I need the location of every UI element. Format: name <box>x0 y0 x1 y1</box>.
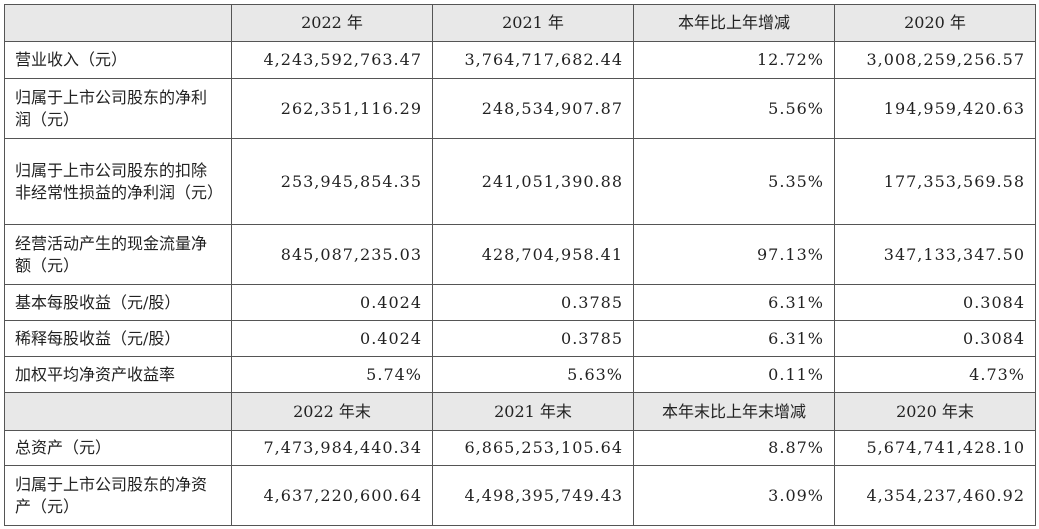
table-header-row: 2022 年末 2021 年末 本年末比上年末增减 2020 年末 <box>4 392 1036 431</box>
table-row: 归属于上市公司股东的扣除非经常性损益的净利润（元） 253,945,854.35… <box>4 138 1036 225</box>
header-cell: 2022 年 <box>231 4 433 42</box>
value-cell: 248,534,907.87 <box>432 78 634 139</box>
table-row: 基本每股收益（元/股） 0.4024 0.3785 6.31% 0.3084 <box>4 284 1036 321</box>
value-cell: 241,051,390.88 <box>432 138 634 225</box>
row-label: 营业收入（元） <box>4 41 232 79</box>
value-cell: 5,674,741,428.10 <box>834 430 1036 466</box>
value-cell: 8.87% <box>633 430 835 466</box>
value-cell: 177,353,569.58 <box>834 138 1036 225</box>
value-cell: 6.31% <box>633 320 835 357</box>
value-cell: 428,704,958.41 <box>432 224 634 285</box>
header-cell: 2020 年末 <box>834 392 1036 431</box>
row-label: 归属于上市公司股东的净资产（元） <box>4 465 232 526</box>
header-cell: 本年末比上年末增减 <box>633 392 835 431</box>
value-cell: 5.74% <box>231 356 433 393</box>
row-label: 经营活动产生的现金流量净额（元） <box>4 224 232 285</box>
value-cell: 7,473,984,440.34 <box>231 430 433 466</box>
header-corner-cell <box>4 392 232 431</box>
row-label: 总资产（元） <box>4 430 232 466</box>
header-cell: 2020 年 <box>834 4 1036 42</box>
row-label: 基本每股收益（元/股） <box>4 284 232 321</box>
header-cell: 2021 年 <box>432 4 634 42</box>
header-corner-cell <box>4 4 232 42</box>
value-cell: 5.56% <box>633 78 835 139</box>
table-row: 加权平均净资产收益率 5.74% 5.63% 0.11% 4.73% <box>4 356 1036 393</box>
value-cell: 6,865,253,105.64 <box>432 430 634 466</box>
table-header-row: 2022 年 2021 年 本年比上年增减 2020 年 <box>4 4 1036 42</box>
table-row: 营业收入（元） 4,243,592,763.47 3,764,717,682.4… <box>4 41 1036 79</box>
value-cell: 0.3084 <box>834 320 1036 357</box>
value-cell: 845,087,235.03 <box>231 224 433 285</box>
table-row: 稀释每股收益（元/股） 0.4024 0.3785 6.31% 0.3084 <box>4 320 1036 357</box>
value-cell: 0.4024 <box>231 284 433 321</box>
row-label: 归属于上市公司股东的扣除非经常性损益的净利润（元） <box>4 138 232 225</box>
value-cell: 0.4024 <box>231 320 433 357</box>
table-row: 经营活动产生的现金流量净额（元） 845,087,235.03 428,704,… <box>4 224 1036 285</box>
value-cell: 3.09% <box>633 465 835 526</box>
value-cell: 3,008,259,256.57 <box>834 41 1036 79</box>
header-cell: 2021 年末 <box>432 392 634 431</box>
value-cell: 5.63% <box>432 356 634 393</box>
row-label: 归属于上市公司股东的净利润（元） <box>4 78 232 139</box>
value-cell: 194,959,420.63 <box>834 78 1036 139</box>
row-label: 加权平均净资产收益率 <box>4 356 232 393</box>
value-cell: 12.72% <box>633 41 835 79</box>
value-cell: 0.11% <box>633 356 835 393</box>
value-cell: 4,637,220,600.64 <box>231 465 433 526</box>
value-cell: 4.73% <box>834 356 1036 393</box>
value-cell: 0.3785 <box>432 284 634 321</box>
value-cell: 0.3785 <box>432 320 634 357</box>
table-row: 归属于上市公司股东的净利润（元） 262,351,116.29 248,534,… <box>4 78 1036 139</box>
financial-indicators-table: 2022 年 2021 年 本年比上年增减 2020 年 营业收入（元） 4,2… <box>4 4 1036 526</box>
value-cell: 0.3084 <box>834 284 1036 321</box>
table-row: 总资产（元） 7,473,984,440.34 6,865,253,105.64… <box>4 430 1036 466</box>
value-cell: 4,243,592,763.47 <box>231 41 433 79</box>
value-cell: 5.35% <box>633 138 835 225</box>
header-cell: 本年比上年增减 <box>633 4 835 42</box>
table-row: 归属于上市公司股东的净资产（元） 4,637,220,600.64 4,498,… <box>4 465 1036 526</box>
value-cell: 4,498,395,749.43 <box>432 465 634 526</box>
value-cell: 97.13% <box>633 224 835 285</box>
row-label: 稀释每股收益（元/股） <box>4 320 232 357</box>
header-cell: 2022 年末 <box>231 392 433 431</box>
value-cell: 6.31% <box>633 284 835 321</box>
value-cell: 4,354,237,460.92 <box>834 465 1036 526</box>
value-cell: 253,945,854.35 <box>231 138 433 225</box>
value-cell: 262,351,116.29 <box>231 78 433 139</box>
value-cell: 3,764,717,682.44 <box>432 41 634 79</box>
value-cell: 347,133,347.50 <box>834 224 1036 285</box>
